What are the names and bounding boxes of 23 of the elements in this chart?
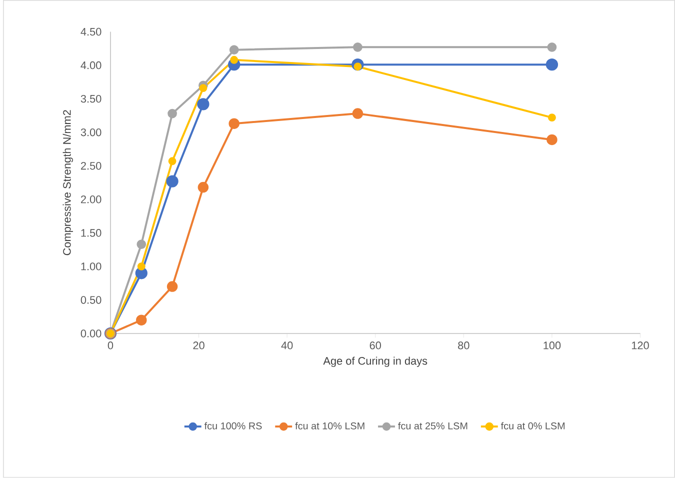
x-axis-title: Age of Curing in days <box>323 356 428 368</box>
y-tick-label: 4.50 <box>80 28 102 36</box>
x-tick-label: 120 <box>632 342 649 350</box>
y-tick-label: 0.00 <box>80 330 102 338</box>
x-tick-label: 80 <box>458 342 470 350</box>
legend-label: fcu at 25% LSM <box>398 422 468 430</box>
legend-label: fcu at 0% LSM <box>500 422 565 430</box>
y-tick-label: 4.00 <box>80 62 102 70</box>
x-tick-label: 100 <box>544 342 561 350</box>
y-tick-label: 1.00 <box>81 262 102 270</box>
legend-label: fcu 100% RS <box>204 422 262 430</box>
y-tick-label: 1.50 <box>81 229 102 237</box>
x-tick-label: 20 <box>193 342 204 350</box>
y-tick-label: 0.50 <box>80 296 102 304</box>
y-axis-title: Compressive Strength N/mm2 <box>62 110 73 256</box>
y-tick-label: 3.00 <box>80 128 102 136</box>
legend-label: fcu at 10% LSM <box>295 422 364 430</box>
y-tick-label: 2.50 <box>80 162 102 170</box>
y-tick-label: 3.50 <box>80 95 102 103</box>
x-tick-label: 40 <box>281 342 293 350</box>
x-tick-label: 0 <box>108 342 114 350</box>
y-tick-label: 2.00 <box>80 196 102 204</box>
x-tick-label: 60 <box>370 342 381 350</box>
